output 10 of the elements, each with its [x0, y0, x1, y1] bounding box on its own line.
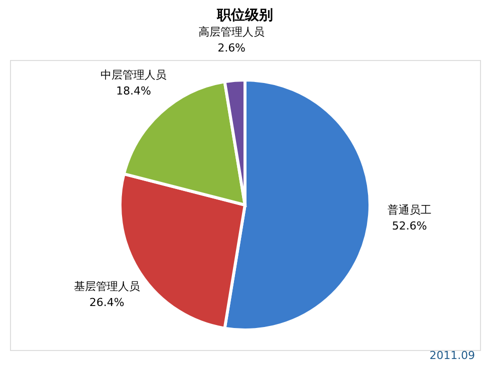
data-label: 18.4%: [116, 84, 152, 98]
slice-label: 高层管理人员: [198, 26, 265, 39]
text: 2011.09: [430, 349, 475, 362]
data-label: 2.6%: [218, 42, 246, 55]
slice-label: 中层管理人员: [100, 68, 167, 82]
data-label: 52.6%: [392, 219, 427, 232]
slice-label: 基层管理人员: [74, 280, 140, 294]
data-label: 26.4%: [89, 296, 124, 310]
chart-title: 职位级别: [216, 8, 273, 24]
slice-label: 普通员工: [387, 203, 432, 216]
